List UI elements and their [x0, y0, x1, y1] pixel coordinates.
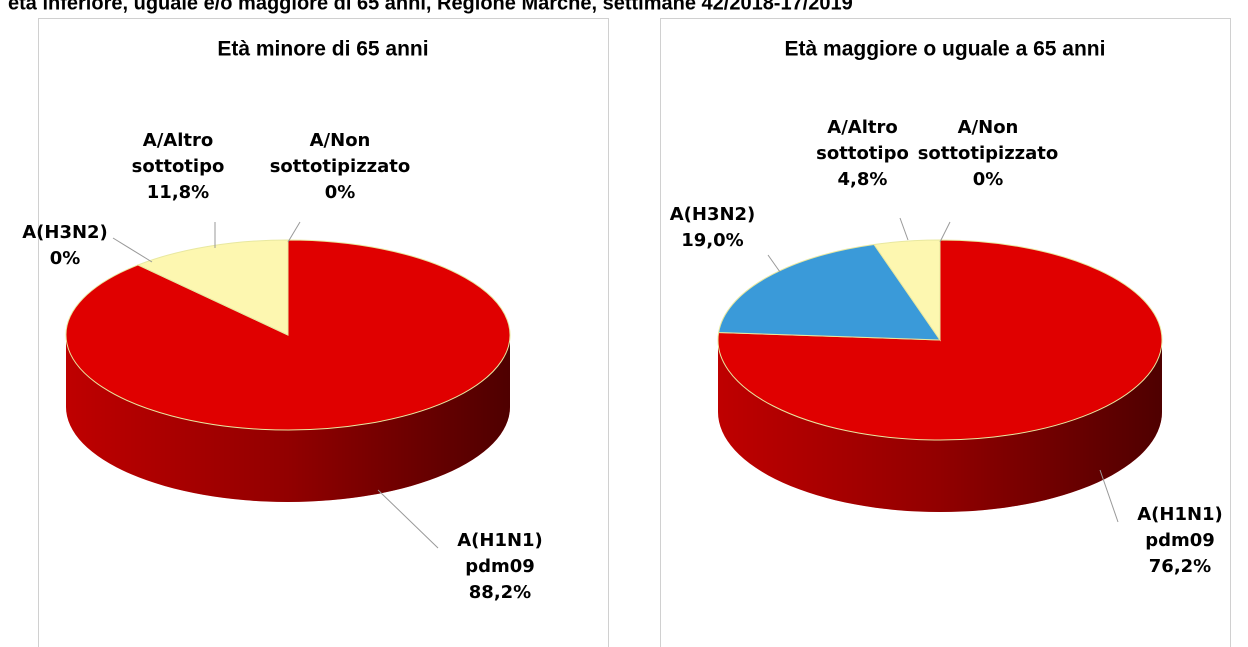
label-category: A/Altro sottotipo: [816, 117, 909, 164]
label-category: A(H1N1) pdm09: [457, 530, 543, 577]
label-category: A/Non sottotipizzato: [269, 130, 411, 177]
slice: [718, 243, 941, 341]
slice: [136, 239, 289, 336]
leader-line: [287, 221, 301, 243]
label-value: 76,2%: [1148, 556, 1212, 577]
leader-line: [767, 254, 781, 273]
label-value: 19,0%: [681, 230, 744, 251]
data-label: A/Altro sottotipo 4,8%: [800, 115, 925, 193]
label-category: A/Altro sottotipo: [131, 130, 225, 177]
label-category: A(H3N2): [669, 204, 756, 225]
leader-line: [939, 221, 951, 243]
side-shade: [718, 340, 1162, 512]
chart-title: Età maggiore o uguale a 65 anni: [785, 38, 1106, 61]
leader-line: [899, 217, 909, 241]
label-category: A/Non sottotipizzato: [917, 117, 1059, 164]
leader-line: [1099, 469, 1119, 523]
leader-line: [112, 237, 153, 263]
data-label: A/Non sottotipizzato 0%: [265, 128, 415, 206]
panel-border: [660, 18, 1231, 647]
page-title: età inferiore, uguale e/o maggiore di 65…: [8, 0, 853, 14]
label-value: 0%: [49, 248, 81, 269]
label-value: 4,8%: [837, 169, 888, 190]
label-value: 88,2%: [468, 582, 532, 603]
panel-border: [38, 18, 609, 647]
label-category: A(H3N2): [22, 222, 108, 243]
label-category: A(H1N1) pdm09: [1137, 504, 1223, 551]
data-label: A/Non sottotipizzato 0%: [913, 115, 1063, 193]
label-value: 11,8%: [146, 182, 210, 203]
label-value: 0%: [972, 169, 1004, 190]
data-label: A(H3N2) 0%: [15, 220, 115, 272]
label-value: 0%: [324, 182, 356, 203]
data-label: A(H3N2) 19,0%: [660, 202, 765, 254]
data-label: A(H1N1) pdm09 76,2%: [1120, 502, 1240, 580]
side-shade: [66, 335, 510, 502]
leader-line: [377, 489, 439, 549]
chart-title: Età minore di 65 anni: [217, 38, 428, 61]
data-label: A/Altro sottotipo 11,8%: [118, 128, 238, 206]
data-label: A(H1N1) pdm09 88,2%: [440, 528, 560, 606]
